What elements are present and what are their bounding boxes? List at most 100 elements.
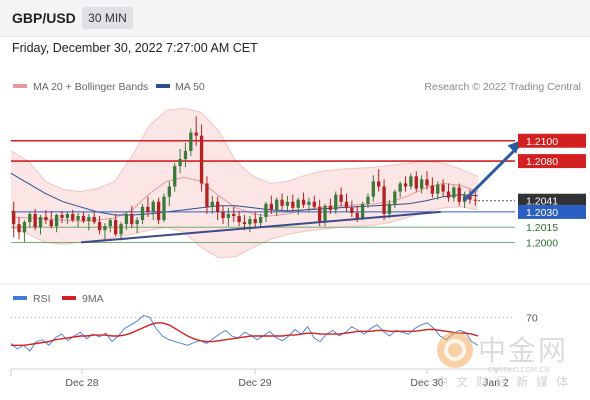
candle-body xyxy=(183,150,188,160)
copyright-text: Research © 2022 Trading Central xyxy=(424,81,581,93)
bollinger-upper-line xyxy=(10,107,479,193)
candle-body xyxy=(436,184,440,194)
candle-body xyxy=(151,201,155,212)
candle-body xyxy=(264,203,268,217)
candle-body xyxy=(387,203,392,214)
candle-body xyxy=(135,220,139,225)
candle-body xyxy=(248,219,252,225)
last-price-label: 1.2041 xyxy=(526,196,558,208)
ma50-line xyxy=(10,172,479,216)
candle-body xyxy=(178,159,182,167)
candle-body xyxy=(328,205,333,210)
ma50-legend-swatch xyxy=(156,84,170,88)
candle-body xyxy=(339,194,343,202)
candle-body xyxy=(97,222,102,231)
candle-body xyxy=(17,224,21,233)
candle-body xyxy=(140,206,145,221)
candle-body xyxy=(430,185,435,194)
time-axis-label: Dec 30 xyxy=(410,377,443,389)
candle-body xyxy=(60,214,64,219)
candle-body xyxy=(76,215,80,221)
rsi-ma-line xyxy=(11,322,479,346)
candle-body xyxy=(468,195,472,200)
resistance-2-label-box xyxy=(518,133,586,148)
candle-body xyxy=(409,176,413,187)
candle-body xyxy=(221,211,225,219)
trend-overlay xyxy=(80,140,522,244)
bollinger-band-area xyxy=(11,108,478,258)
candle-body xyxy=(33,213,37,228)
candle-body xyxy=(258,217,263,224)
candlestick-series xyxy=(12,116,477,243)
rsi-legend-label: RSI xyxy=(33,293,51,305)
watermark-tagline: 中文财经新媒体 xyxy=(436,374,576,389)
candle-body xyxy=(355,212,359,219)
candle-body xyxy=(344,201,349,208)
candle-body xyxy=(371,181,375,197)
candle-body xyxy=(366,196,370,204)
candle-body xyxy=(414,176,418,189)
bollinger-band-layer xyxy=(10,107,479,259)
support-2-label: 1.2000 xyxy=(526,237,558,249)
candle-body xyxy=(130,213,134,225)
candle-body xyxy=(398,183,402,192)
support-1-label: 1.2015 xyxy=(526,222,558,234)
rsi-series: 70 xyxy=(10,312,538,352)
candle-body xyxy=(205,183,209,207)
candle-body xyxy=(38,217,43,228)
ma50-legend-label: MA 50 xyxy=(175,81,205,93)
forecast-arrow-head xyxy=(507,140,521,154)
candle-body xyxy=(210,201,214,207)
bollinger-legend-label: MA 20 + Bollinger Bands xyxy=(33,81,148,93)
candle-body xyxy=(382,186,386,214)
pivot-label-box xyxy=(518,204,586,219)
chart-datetime: Friday, December 30, 2022 7:27:00 AM CET xyxy=(12,41,258,55)
candle-body xyxy=(232,213,236,216)
candle-body xyxy=(87,217,91,222)
candle-body xyxy=(28,213,32,223)
candle-body xyxy=(301,199,306,205)
candle-body xyxy=(119,224,123,235)
candle-body xyxy=(81,215,86,222)
cngold-logo-inner xyxy=(444,339,466,361)
candle-body xyxy=(360,203,365,219)
candle-body xyxy=(22,222,27,233)
candle-body xyxy=(280,199,284,206)
candle-body xyxy=(156,201,161,221)
symbol-label: GBP/USD xyxy=(12,10,76,26)
candle-body xyxy=(452,187,456,198)
candle-body xyxy=(237,215,241,223)
candle-body xyxy=(44,217,48,221)
candle-body xyxy=(317,206,322,223)
candle-body xyxy=(71,213,75,221)
candle-body xyxy=(285,201,290,206)
bollinger-legend-swatch xyxy=(13,84,27,88)
candle-body xyxy=(124,213,129,225)
candle-body xyxy=(419,179,424,189)
support-trendline xyxy=(80,210,441,244)
candle-body xyxy=(103,226,107,231)
candle-body xyxy=(194,132,198,136)
time-axis-labels: Dec 28 Dec 29 Dec 30 Jan 2 xyxy=(65,369,509,389)
candle-body xyxy=(253,219,257,224)
resistance-1-label-box xyxy=(518,154,586,169)
rsi-legend-swatch xyxy=(13,296,27,300)
candle-body xyxy=(189,132,193,151)
candle-body xyxy=(65,213,70,219)
last-price-label-box xyxy=(518,193,586,208)
candle-body xyxy=(226,213,231,219)
candle-body xyxy=(49,220,53,227)
candle-body xyxy=(269,203,274,210)
candle-body xyxy=(215,201,220,212)
timeframe-button[interactable]: 30 MIN xyxy=(82,7,133,29)
candle-body xyxy=(108,220,112,227)
watermark-name: 中金网 xyxy=(478,334,568,367)
pivot-label: 1.2030 xyxy=(526,207,558,219)
candle-body xyxy=(167,186,172,197)
time-axis-label: Jan 2 xyxy=(483,377,509,389)
candle-body xyxy=(457,187,461,202)
rsi-ma-legend-swatch xyxy=(62,296,76,300)
candle-body xyxy=(334,194,338,210)
